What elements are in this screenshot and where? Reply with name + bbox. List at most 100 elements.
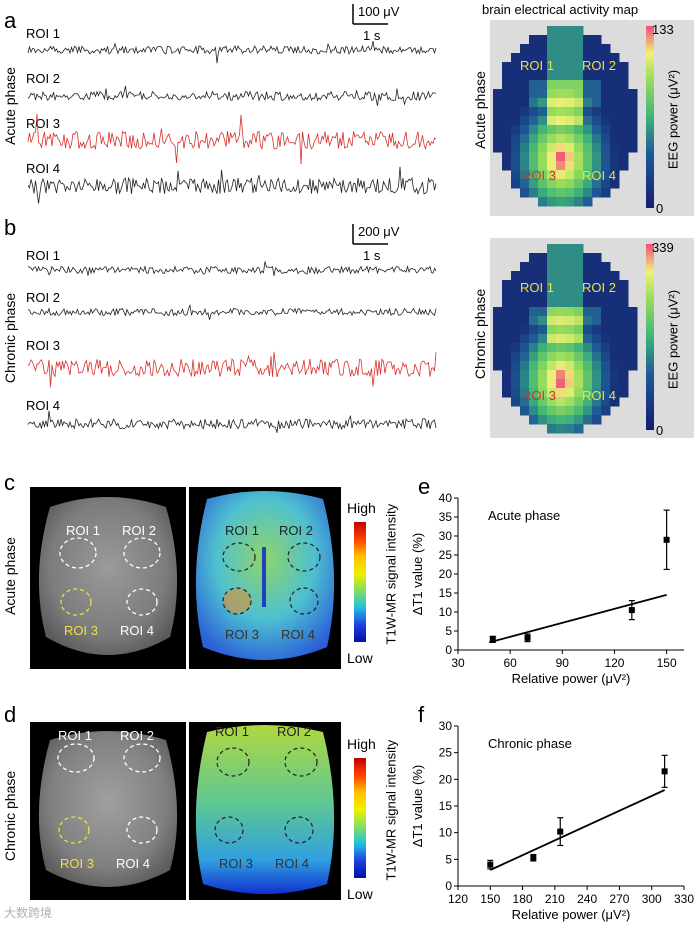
- panel-a-traces: 100 μV 1 s ROI 1 ROI 2 ROI 3 ROI 4: [26, 4, 437, 204]
- map-cell: [610, 71, 620, 81]
- map-cell: [538, 289, 548, 299]
- map-cell: [511, 62, 521, 72]
- map-cell: [610, 134, 620, 144]
- mri-color-chronic-image: [195, 725, 335, 894]
- map-chronic-roi-2: ROI 2: [582, 280, 616, 295]
- y-tick-label: 15: [439, 586, 453, 600]
- map-cell: [619, 307, 629, 317]
- map-cell: [529, 397, 539, 407]
- map-cell: [502, 143, 512, 153]
- map-cell: [556, 35, 566, 45]
- map-cell: [583, 316, 593, 326]
- y-tick-label: 25: [439, 548, 453, 562]
- map-cell: [583, 134, 593, 144]
- map-cell: [574, 188, 584, 198]
- map-cell: [619, 334, 629, 344]
- map-cell: [556, 197, 566, 207]
- map-cell: [502, 280, 512, 290]
- map-cell: [592, 179, 602, 189]
- map-cell: [547, 316, 557, 326]
- map-cell: [592, 415, 602, 425]
- map-cell: [619, 352, 629, 362]
- map-cell: [610, 343, 620, 353]
- y-tick-label: 15: [439, 799, 453, 813]
- mri-acute-low: Low: [347, 650, 373, 666]
- eeg-trace-a-2: [27, 85, 437, 106]
- map-cell: [565, 352, 575, 362]
- map-cell: [520, 188, 530, 198]
- map-cell: [538, 262, 548, 272]
- map-cell: [619, 280, 629, 290]
- x-tick-label: 300: [642, 892, 662, 906]
- scale-bar-b: 200 μV 1 s: [352, 224, 400, 263]
- map-cell: [538, 379, 548, 389]
- map-cell: [556, 415, 566, 425]
- map-cell: [493, 89, 503, 99]
- map-cell: [592, 406, 602, 416]
- map-cell: [538, 298, 548, 308]
- map-cell: [592, 280, 602, 290]
- map-cell: [592, 80, 602, 90]
- map-cell: [574, 71, 584, 81]
- map-cell: [610, 325, 620, 335]
- map-cell: [529, 116, 539, 126]
- mri-color-acute-roi-1: ROI 1: [225, 523, 259, 538]
- map-cell: [547, 125, 557, 135]
- map-cell: [502, 152, 512, 162]
- map-cell: [556, 170, 566, 180]
- map-cell: [529, 107, 539, 117]
- map-cell: [583, 298, 593, 308]
- map-cell: [529, 388, 539, 398]
- mri-gray-chronic-roi-4: ROI 4: [116, 856, 150, 871]
- map-cell: [502, 71, 512, 81]
- map-acute-max: 133: [652, 22, 674, 37]
- map-cell: [529, 298, 539, 308]
- map-cell: [556, 26, 566, 36]
- map-cell: [511, 370, 521, 380]
- map-cell: [610, 352, 620, 362]
- map-chronic-max: 339: [652, 240, 674, 255]
- map-cell: [574, 107, 584, 117]
- map-cell: [520, 44, 530, 54]
- map-cell: [502, 161, 512, 171]
- map-cell: [520, 343, 530, 353]
- trace-label-a-2: ROI 2: [26, 71, 60, 86]
- eeg-trace-b-4: [27, 410, 437, 433]
- mri-gray-chronic-roi-2: ROI 2: [120, 728, 154, 743]
- map-cell: [547, 262, 557, 272]
- map-cell: [619, 379, 629, 389]
- map-cell: [565, 44, 575, 54]
- map-chronic-phase-label: Chronic phase: [472, 288, 488, 380]
- panel-label-a: a: [4, 8, 17, 33]
- map-acute-colorbar-label: EEG power (μV²): [665, 69, 681, 170]
- map-cell: [529, 134, 539, 144]
- map-cell: [574, 26, 584, 36]
- y-tick-label: 35: [439, 510, 453, 524]
- map-cell: [565, 244, 575, 254]
- map-cell: [547, 170, 557, 180]
- panel-label-c: c: [4, 470, 15, 495]
- map-cell: [592, 134, 602, 144]
- map-cell: [547, 424, 557, 434]
- map-cell: [538, 343, 548, 353]
- trace-label-a-3: ROI 3: [26, 116, 60, 131]
- map-cell: [619, 152, 629, 162]
- map-cell: [574, 307, 584, 317]
- map-cell: [583, 406, 593, 416]
- map-cell: [547, 352, 557, 362]
- map-cell: [592, 316, 602, 326]
- map-cell: [565, 116, 575, 126]
- y-tick-label: 20: [439, 567, 453, 581]
- map-cell: [583, 116, 593, 126]
- map-cell: [601, 361, 611, 371]
- mri-color-acute: ROI 1 ROI 2 ROI 3 ROI 4: [189, 487, 341, 669]
- map-cell: [565, 188, 575, 198]
- map-cell: [574, 53, 584, 63]
- map-cell: [619, 289, 629, 299]
- map-cell: [547, 71, 557, 81]
- map-cell: [610, 170, 620, 180]
- map-cell: [628, 143, 638, 153]
- data-point: [557, 828, 564, 835]
- map-cell: [538, 415, 548, 425]
- trace-label-b-4: ROI 4: [26, 398, 60, 413]
